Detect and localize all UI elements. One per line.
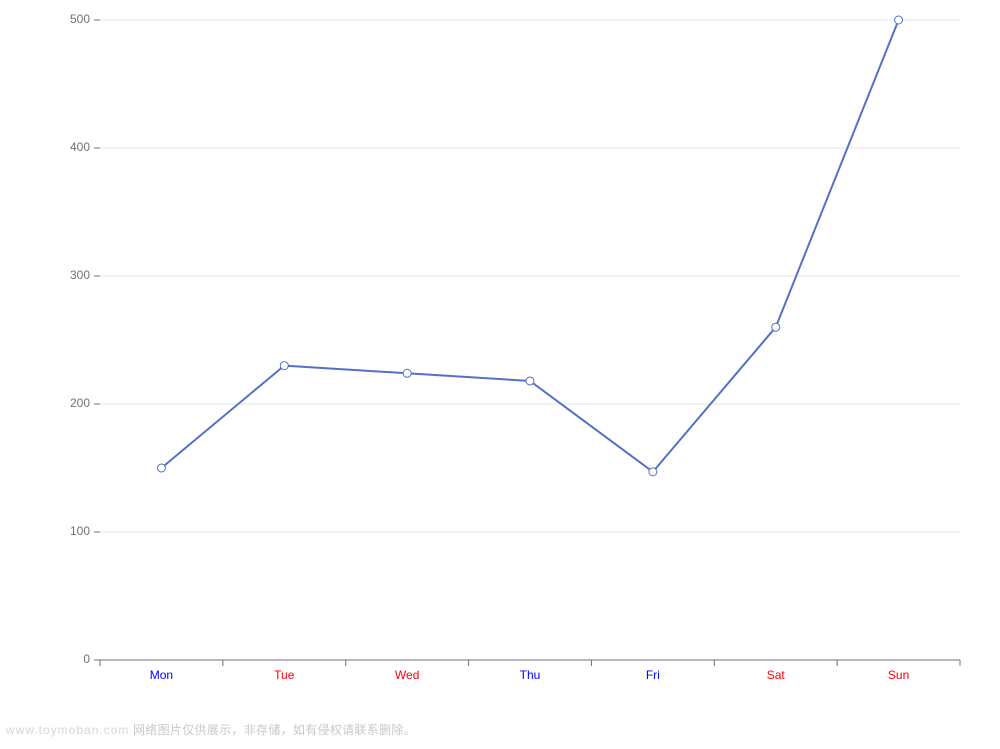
y-tick-label: 200	[70, 396, 90, 410]
y-tick-label: 0	[83, 652, 90, 666]
data-point	[649, 468, 657, 476]
data-point	[526, 377, 534, 385]
y-tick-label: 500	[70, 12, 90, 26]
data-point	[157, 464, 165, 472]
x-tick-label: Wed	[395, 668, 419, 682]
footer-domain: www.toymoban.com	[6, 723, 129, 737]
x-tick-label: Sun	[888, 668, 909, 682]
x-tick-label: Mon	[150, 668, 173, 682]
y-tick-label: 400	[70, 140, 90, 154]
footer-note: 网络图片仅供展示，非存储，如有侵权请联系删除。	[133, 723, 416, 737]
y-tick-label: 100	[70, 524, 90, 538]
x-tick-label: Thu	[520, 668, 541, 682]
data-point	[772, 323, 780, 331]
x-tick-label: Fri	[646, 668, 660, 682]
data-point	[895, 16, 903, 24]
data-point	[403, 369, 411, 377]
line-chart: 0 100 200 300 400 500 Mon Tue Wed Thu Fri Sat Sun	[0, 0, 1000, 744]
footer-caption: www.toymoban.com 网络图片仅供展示，非存储，如有侵权请联系删除。	[6, 721, 416, 738]
chart-svg: 0 100 200 300 400 500 Mon Tue Wed Thu Fri Sat Sun	[0, 0, 1000, 744]
data-point	[280, 362, 288, 370]
y-tick-label: 300	[70, 268, 90, 282]
x-tick-label: Sat	[767, 668, 786, 682]
x-tick-label: Tue	[274, 668, 295, 682]
